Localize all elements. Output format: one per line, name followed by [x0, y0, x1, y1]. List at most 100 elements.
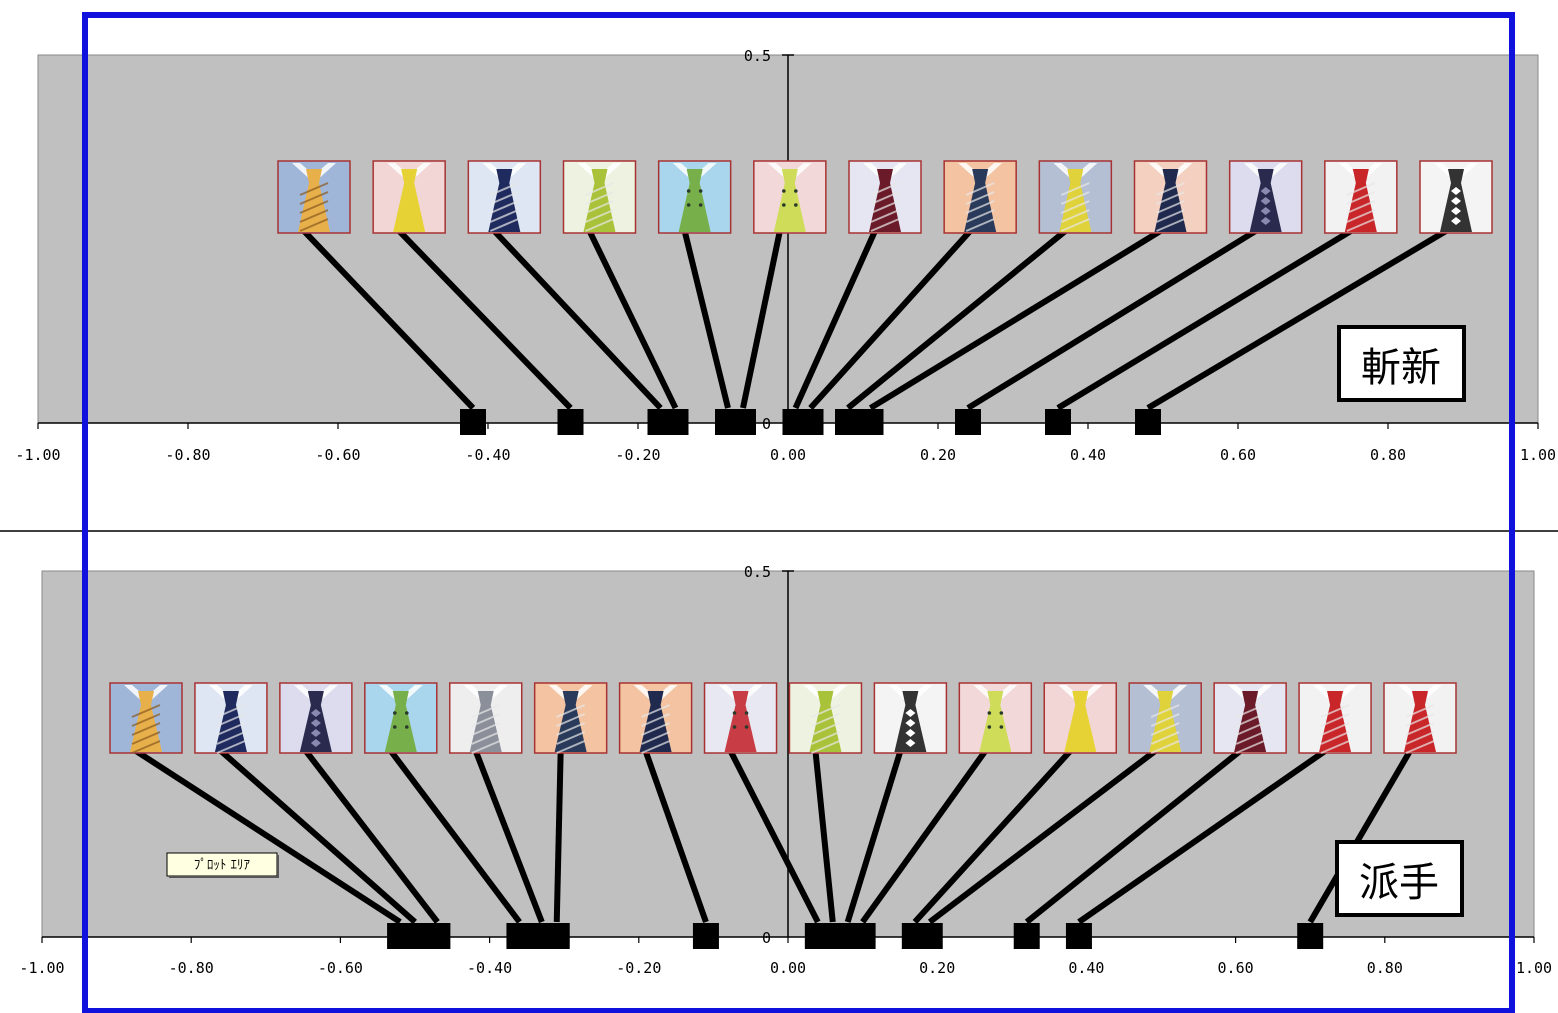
leader-line [740, 230, 783, 409]
tie-thumbnail[interactable] [788, 682, 863, 754]
x-tick-labels-bottom: -1.00 -0.80 -0.60 -0.40 -0.20 0.00 0.20 0.40 0.6… [19, 937, 1552, 977]
data-point-marker[interactable] [402, 923, 428, 949]
plot-area-tooltip: ﾌﾟﾛｯﾄ ｴﾘｱ [166, 852, 279, 878]
x-tick-label: -0.20 [616, 959, 661, 977]
x-tick-label: 0.20 [920, 446, 956, 464]
leader-line [868, 228, 1163, 411]
tie-thumbnail[interactable] [943, 160, 1017, 234]
x-tick-label: -0.40 [465, 446, 510, 464]
data-point-marker[interactable] [857, 409, 884, 435]
leader-line [966, 228, 1258, 411]
leader-line [303, 749, 440, 924]
x-tick-label: -1.00 [19, 959, 64, 977]
data-point-marker[interactable] [1065, 923, 1092, 949]
markers-top [460, 409, 1161, 435]
chart-top: 0.5 0 -1.00 -0.80 -0.60 -0.40 -0.20 0.00 0.20 0… [15, 47, 1556, 464]
tie-thumbnail[interactable] [279, 682, 353, 754]
x-tick-label: 0.20 [919, 959, 955, 977]
x-tick-labels-top: -1.00 -0.80 -0.60 -0.40 -0.20 0.00 0.20 0.40 0.6… [15, 423, 1556, 464]
tie-thumbnail[interactable] [372, 160, 446, 234]
y-tick-label-bottom-max: 0.5 [744, 563, 771, 581]
data-point-marker[interactable] [460, 409, 486, 435]
leader-line [1146, 228, 1448, 411]
leader-line [642, 750, 709, 923]
leader-line [134, 748, 402, 925]
data-point-marker[interactable] [1045, 409, 1071, 435]
leader-line [553, 750, 564, 923]
series-label-box-top: 斬新 [1337, 325, 1466, 402]
tie-thumbnail[interactable] [873, 682, 948, 754]
data-point-marker[interactable] [506, 923, 533, 949]
x-tick-label: -0.80 [165, 446, 210, 464]
tie-thumbnail[interactable] [703, 682, 778, 754]
data-point-marker[interactable] [1013, 923, 1040, 949]
tie-thumbnail[interactable] [467, 160, 542, 234]
series-label-bottom: 派手 [1359, 860, 1439, 906]
x-tick-label: -0.60 [315, 446, 360, 464]
leader-line [586, 229, 679, 410]
tie-thumbnail[interactable] [848, 160, 922, 234]
leader-line [808, 228, 973, 411]
data-point-marker[interactable] [692, 923, 719, 949]
chart-bottom: 0.5 0 -1.00 -0.80 -0.60 -0.40 -0.20 0.00 0.20 0… [19, 563, 1552, 977]
leader-line [492, 228, 663, 411]
data-point-marker[interactable] [797, 409, 824, 435]
leader-line [792, 229, 878, 410]
y-tick-label-bottom-zero: 0 [762, 929, 771, 947]
leader-line [301, 228, 476, 411]
tie-thumbnail[interactable] [1419, 160, 1493, 234]
leader-line [846, 228, 1068, 411]
tie-thumbnail[interactable] [1038, 160, 1113, 234]
tie-thumbnail[interactable] [109, 682, 183, 754]
tie-thumbnail[interactable] [1298, 682, 1372, 754]
x-tick-label: 0.00 [770, 959, 806, 977]
data-point-marker[interactable] [730, 409, 756, 435]
data-point-marker[interactable] [955, 409, 981, 435]
tie-thumbnail[interactable] [194, 682, 268, 754]
tie-thumbnail[interactable] [533, 682, 608, 754]
tie-thumbnail[interactable] [1228, 160, 1303, 234]
data-point-marker[interactable] [916, 923, 943, 949]
x-tick-label: 1.00 [1516, 959, 1552, 977]
leader-line [727, 749, 821, 924]
data-point-marker[interactable] [1135, 409, 1161, 435]
x-tick-label: 0.60 [1220, 446, 1256, 464]
leader-line [1077, 748, 1327, 925]
series-label-box-bottom: 派手 [1335, 840, 1464, 917]
data-point-marker[interactable] [424, 923, 451, 949]
data-point-marker[interactable] [849, 923, 876, 949]
leader-line [681, 230, 731, 409]
tie-thumbnail[interactable] [277, 160, 351, 234]
tie-thumbnail[interactable] [448, 682, 523, 754]
x-tick-label: 0.00 [770, 446, 806, 464]
data-point-marker[interactable] [557, 409, 584, 435]
tie-thumbnail[interactable] [1128, 682, 1202, 754]
leader-line [218, 748, 417, 925]
tie-thumbnail[interactable] [1043, 682, 1118, 754]
leader-line [927, 748, 1158, 925]
tie-thumbnail[interactable] [562, 160, 637, 234]
leader-lines-top [301, 228, 1448, 411]
data-point-marker[interactable] [543, 923, 570, 949]
tie-thumbnail[interactable] [364, 682, 438, 754]
markers-bottom [387, 923, 1324, 949]
data-point-marker[interactable] [835, 409, 861, 435]
data-point-marker[interactable] [1297, 923, 1324, 949]
x-tick-label: -0.60 [318, 959, 363, 977]
tie-thumbnail[interactable] [1324, 160, 1398, 234]
tie-thumbnail[interactable] [1213, 682, 1287, 754]
thumbnails-top [277, 160, 1493, 234]
tie-thumbnail[interactable] [618, 682, 693, 754]
thumbnails-bottom [109, 682, 1457, 754]
tie-thumbnail[interactable] [958, 682, 1033, 754]
leader-lines-bottom [134, 748, 1413, 925]
x-tick-label: 1.00 [1520, 446, 1556, 464]
leader-line [1024, 748, 1243, 925]
y-tick-label-top-zero: 0 [762, 415, 771, 433]
data-point-marker[interactable] [662, 409, 689, 435]
tooltip-text: ﾌﾟﾛｯﾄ ｴﾘｱ [194, 858, 251, 873]
tie-thumbnail[interactable] [1383, 682, 1457, 754]
tie-thumbnail[interactable] [753, 160, 827, 234]
tie-thumbnail[interactable] [657, 160, 732, 234]
tie-thumbnail[interactable] [1133, 160, 1208, 234]
